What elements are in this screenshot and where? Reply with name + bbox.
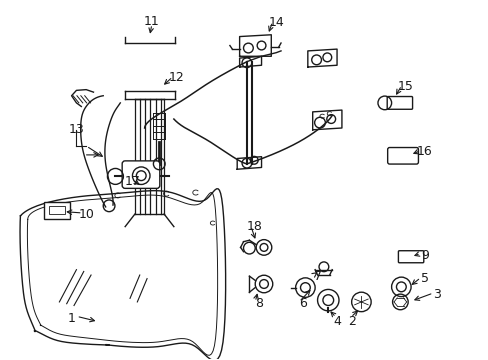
Text: 5: 5 bbox=[420, 272, 428, 285]
Text: 8: 8 bbox=[255, 297, 263, 310]
Text: 14: 14 bbox=[268, 16, 284, 29]
Text: 17: 17 bbox=[124, 175, 140, 188]
FancyBboxPatch shape bbox=[387, 148, 418, 164]
Text: 11: 11 bbox=[144, 15, 160, 28]
Text: 3: 3 bbox=[432, 288, 440, 301]
Text: 18: 18 bbox=[246, 220, 262, 233]
FancyBboxPatch shape bbox=[122, 161, 160, 188]
Text: 13: 13 bbox=[68, 123, 84, 136]
FancyBboxPatch shape bbox=[398, 251, 423, 263]
Text: 12: 12 bbox=[168, 71, 184, 84]
Bar bbox=[49, 207, 65, 215]
Text: 10: 10 bbox=[78, 208, 94, 221]
Text: 7: 7 bbox=[313, 270, 321, 283]
Text: 16: 16 bbox=[416, 145, 432, 158]
Text: 15: 15 bbox=[396, 80, 412, 93]
Text: 4: 4 bbox=[332, 315, 340, 328]
Text: 1: 1 bbox=[67, 311, 75, 325]
FancyBboxPatch shape bbox=[386, 96, 412, 109]
FancyBboxPatch shape bbox=[44, 202, 70, 220]
Text: 6: 6 bbox=[298, 297, 306, 310]
Text: 9: 9 bbox=[420, 249, 428, 262]
Text: 2: 2 bbox=[347, 315, 355, 328]
